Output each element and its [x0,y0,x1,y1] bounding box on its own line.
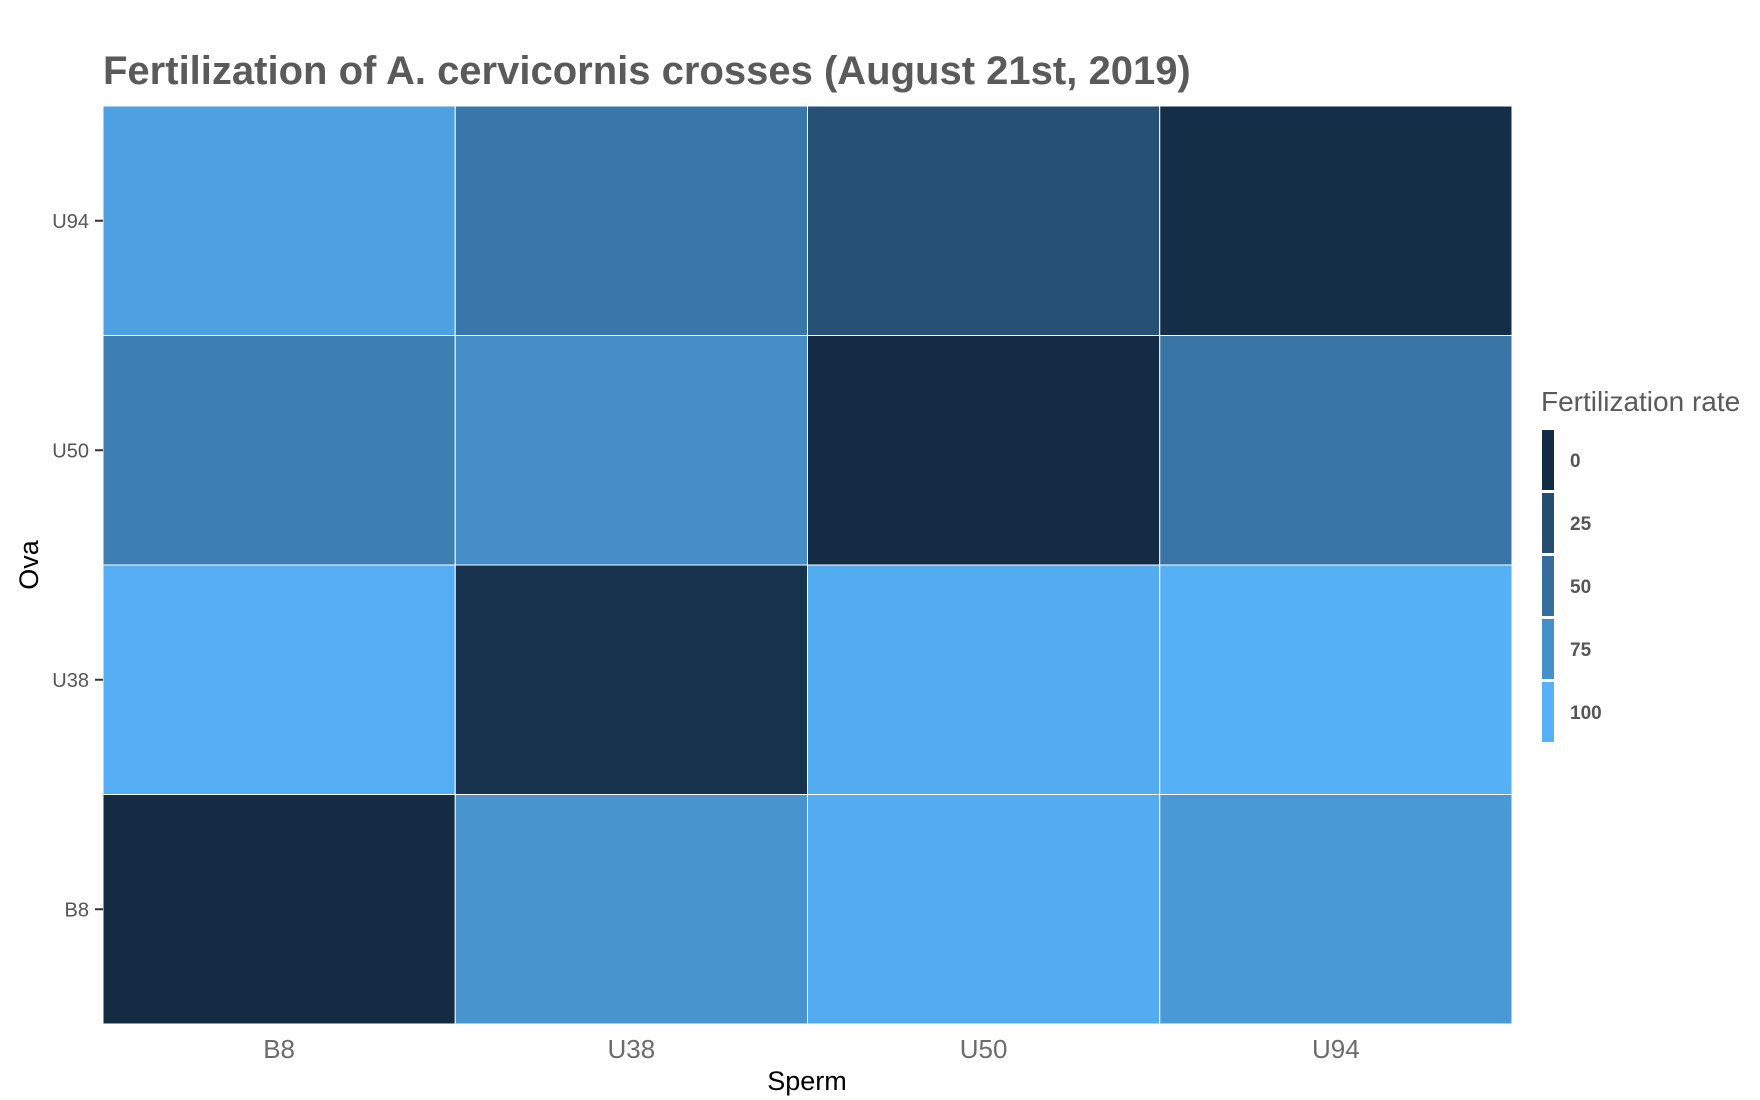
legend-label: 100 [1570,703,1602,724]
y-axis: B8 U38 U50 U94 [52,211,103,921]
legend-swatch [1542,430,1554,490]
legend-swatch [1542,682,1554,742]
legend-swatch [1542,493,1554,553]
heatmap-cell-u94-u38 [454,105,808,336]
heatmap-cell-b8-u94 [1159,794,1513,1025]
chart-title: Fertilization of A. cervicornis crosses … [103,49,1191,93]
heatmap-cell-u94-u94 [1159,105,1513,336]
heatmap-cell-u50-u50 [807,335,1161,566]
x-tick-label: U50 [960,1034,1008,1064]
y-axis-title: Ova [14,539,44,590]
heatmap-cell-u50-u38 [454,335,808,566]
heatmap-cell-u94-u50 [807,105,1161,336]
x-tick-label: U94 [1312,1034,1360,1064]
y-tick-label: U50 [52,440,89,462]
heatmap-cell-u38-u38 [454,564,808,795]
x-axis: B8 U38 U50 U94 [263,1034,1360,1064]
legend: Fertilization rate 0 25 50 75 100 [1541,386,1740,742]
heatmap-cells [102,105,1513,1025]
heatmap-cell-u50-u94 [1159,335,1513,566]
y-tick-label: U94 [52,211,89,233]
legend-label: 0 [1570,451,1581,472]
x-axis-title: Sperm [767,1066,847,1096]
heatmap-cell-b8-u38 [454,794,808,1025]
y-tick-label: U38 [52,670,89,692]
heatmap-cell-b8-b8 [102,794,456,1025]
heatmap-cell-u38-b8 [102,564,456,795]
heatmap-cell-u38-u94 [1159,564,1513,795]
heatmap-cell-u50-b8 [102,335,456,566]
legend-label: 50 [1570,577,1591,598]
legend-swatch [1542,556,1554,616]
y-tick-label: B8 [65,899,89,921]
legend-title: Fertilization rate [1541,386,1740,417]
legend-label: 75 [1570,640,1592,661]
x-tick-label: U38 [608,1034,656,1064]
heatmap-cell-u94-b8 [102,105,456,336]
legend-label: 25 [1570,514,1592,535]
heatmap-cell-b8-u50 [807,794,1161,1025]
heatmap-cell-u38-u50 [807,564,1161,795]
x-tick-label: B8 [263,1034,295,1064]
legend-swatch [1542,619,1554,679]
